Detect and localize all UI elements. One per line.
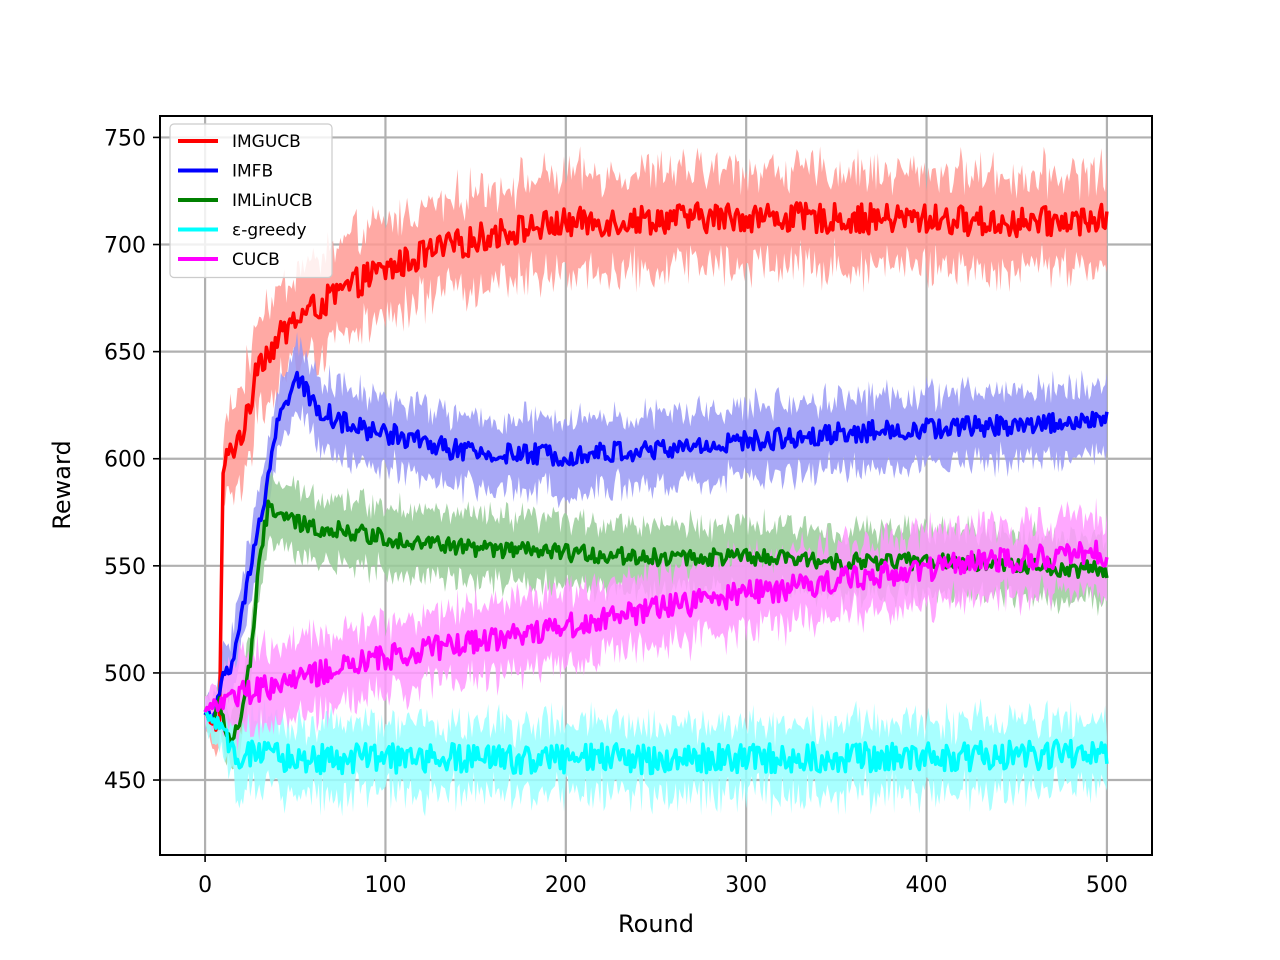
legend-label: CUCB (232, 250, 280, 270)
legend: IMGUCB IMFB IMLinUCB ε-greedy CUCB (169, 123, 333, 279)
line-greedy (203, 708, 1109, 776)
y-tick-label: 750 (104, 126, 146, 151)
series-lines (203, 201, 1109, 776)
line-cucb (203, 539, 1109, 713)
legend-box (169, 123, 333, 279)
x-tick-label: 0 (198, 873, 212, 898)
legend-label: ε-greedy (232, 221, 307, 241)
line-imgucb (204, 201, 1109, 732)
axis-ticks: 0 100 200 300 400 500 450 500 550 600 650 700 750 (104, 126, 1128, 898)
line-imfb (203, 370, 1109, 723)
y-tick-label: 700 (104, 234, 146, 259)
band-imgucb (205, 146, 1107, 758)
y-tick-label: 550 (104, 555, 146, 580)
y-tick-label: 650 (104, 341, 146, 366)
legend-item-imfb: IMFB (178, 162, 273, 182)
x-tick-label: 400 (906, 873, 948, 898)
x-tick-label: 500 (1086, 873, 1128, 898)
x-tick-label: 200 (545, 873, 587, 898)
x-tick-label: 300 (725, 873, 767, 898)
y-tick-label: 450 (104, 769, 146, 794)
legend-label: IMGUCB (232, 132, 301, 152)
x-tick-label: 100 (364, 873, 406, 898)
y-tick-label: 500 (104, 662, 146, 687)
y-tick-label: 600 (104, 448, 146, 473)
legend-label: IMFB (232, 162, 273, 182)
plot-frame (159, 115, 1153, 856)
legend-item-imgucb: IMGUCB (178, 132, 301, 152)
legend-item-imlinucb: IMLinUCB (178, 191, 313, 211)
legend-item-cucb: CUCB (178, 250, 280, 270)
x-axis-label: Round (618, 910, 694, 938)
y-axis-label: Reward (48, 440, 76, 529)
legend-label: IMLinUCB (232, 191, 313, 211)
legend-item-greedy: ε-greedy (178, 221, 307, 241)
